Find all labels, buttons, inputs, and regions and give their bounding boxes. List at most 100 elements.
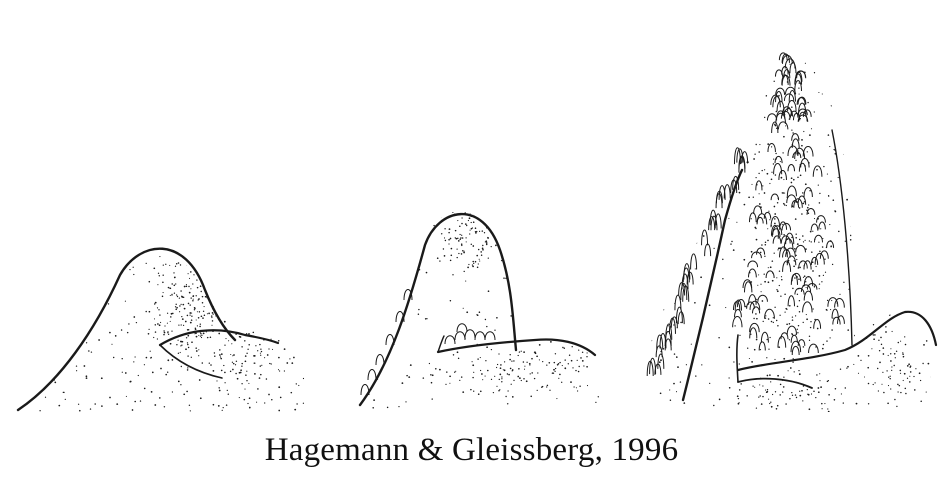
- stipple-dot: [761, 244, 763, 246]
- stipple-dot: [230, 277, 232, 280]
- leaf-primordium: [789, 110, 799, 118]
- stipple-dot: [779, 161, 781, 163]
- stipple-dot: [386, 233, 388, 235]
- stipple-dot: [777, 237, 780, 239]
- stipple-dot: [775, 407, 778, 410]
- stipple-dot: [244, 340, 246, 342]
- stipple-dot: [825, 89, 827, 92]
- stipple-dot: [200, 336, 203, 339]
- stipple-dot: [18, 334, 20, 337]
- stipple-dot: [771, 279, 774, 282]
- stipple-dot: [874, 275, 876, 278]
- stipple-dot: [430, 374, 432, 376]
- stipple-dot: [762, 385, 764, 387]
- leaf-primordium: [403, 289, 413, 301]
- stipple-dot: [755, 238, 758, 241]
- stipple-dot: [700, 276, 702, 279]
- stipple-dot: [408, 204, 410, 206]
- stipple-dot: [224, 344, 226, 346]
- stipple-dot: [470, 221, 472, 224]
- leaf-primordium: [794, 73, 803, 85]
- stipple-dot: [773, 205, 776, 208]
- stipple-dot: [738, 389, 741, 391]
- stipple-dot: [699, 151, 702, 153]
- stipple-dot: [417, 313, 420, 316]
- stipple-dot: [109, 331, 111, 334]
- stipple-dot: [759, 348, 762, 351]
- stipple-dot: [481, 373, 483, 375]
- stipple-dot: [382, 220, 385, 223]
- stipple-dot: [731, 66, 733, 68]
- stipple-dot: [882, 347, 885, 349]
- stipple-dot: [728, 346, 731, 349]
- stipple-dot: [795, 254, 797, 257]
- stipple-dot: [62, 391, 64, 394]
- stipple-dot: [762, 395, 764, 398]
- stipple-dot: [722, 278, 724, 280]
- leaf-primordium: [787, 100, 797, 112]
- stipple-dot: [190, 297, 192, 299]
- stipple-dot: [736, 395, 739, 398]
- stipple-dot: [875, 207, 877, 209]
- stipple-dot: [879, 361, 881, 364]
- stipple-dot: [498, 389, 500, 392]
- stipple-dot: [670, 189, 672, 191]
- stipple-dot: [509, 354, 511, 356]
- stipple-dot: [401, 382, 404, 384]
- stipple-dot: [496, 236, 499, 239]
- stipple-dot: [784, 293, 786, 296]
- stipple-dot: [133, 273, 135, 276]
- stipple-dot: [150, 391, 153, 393]
- stipple-dot: [834, 388, 837, 390]
- stipple-dot: [754, 153, 756, 155]
- stipple-dot: [280, 301, 282, 304]
- stipple-dot: [451, 211, 453, 212]
- stipple-dot: [231, 361, 234, 363]
- stipple-dot: [831, 300, 833, 302]
- stipple-dot: [829, 146, 831, 148]
- stipple-dot: [455, 370, 457, 372]
- stipple-dot: [154, 301, 157, 304]
- stipple-dot: [855, 132, 858, 134]
- panel-3-ridge-front: [737, 377, 813, 389]
- stipple-dot: [206, 313, 208, 315]
- stipple-dot: [259, 352, 261, 354]
- stipple-dot: [421, 217, 423, 219]
- stipple-dot: [454, 229, 457, 232]
- stipple-dot: [488, 221, 490, 223]
- stipple-dot: [738, 363, 740, 365]
- stipple-dot: [569, 270, 571, 272]
- stipple-dot: [774, 358, 776, 361]
- leaf-primordium: [484, 331, 496, 341]
- panel-3-apex-late: [640, 52, 938, 412]
- stipple-dot: [223, 320, 226, 323]
- stipple-dot: [117, 268, 119, 271]
- stipple-dot: [725, 307, 727, 309]
- stipple-dot: [442, 248, 445, 250]
- stipple-dot: [408, 376, 411, 378]
- stipple-dot: [239, 336, 242, 338]
- stipple-dot: [232, 362, 235, 365]
- stipple-dot: [40, 275, 43, 277]
- stipple-dot: [830, 245, 832, 248]
- stipple-dot: [802, 235, 804, 237]
- stipple-dot: [819, 192, 821, 195]
- stipple-dot: [485, 242, 488, 244]
- stipple-dot: [181, 315, 183, 318]
- stipple-dot: [150, 356, 152, 359]
- stipple-dot: [199, 323, 201, 325]
- stipple-dot: [277, 369, 280, 371]
- stipple-dot: [817, 387, 820, 389]
- stipple-dot: [597, 279, 599, 281]
- stipple-dot: [180, 384, 182, 386]
- stipple-dot: [54, 381, 57, 384]
- leaf-primordium: [786, 194, 797, 204]
- stipple-dot: [758, 203, 761, 205]
- stipple-dot: [186, 342, 189, 344]
- stipple-dot: [365, 228, 368, 231]
- stipple-dot: [485, 243, 488, 246]
- stipple-dot: [191, 315, 193, 317]
- stipple-dot: [815, 346, 817, 348]
- stipple-dot: [260, 325, 262, 327]
- stipple-dot: [460, 237, 462, 239]
